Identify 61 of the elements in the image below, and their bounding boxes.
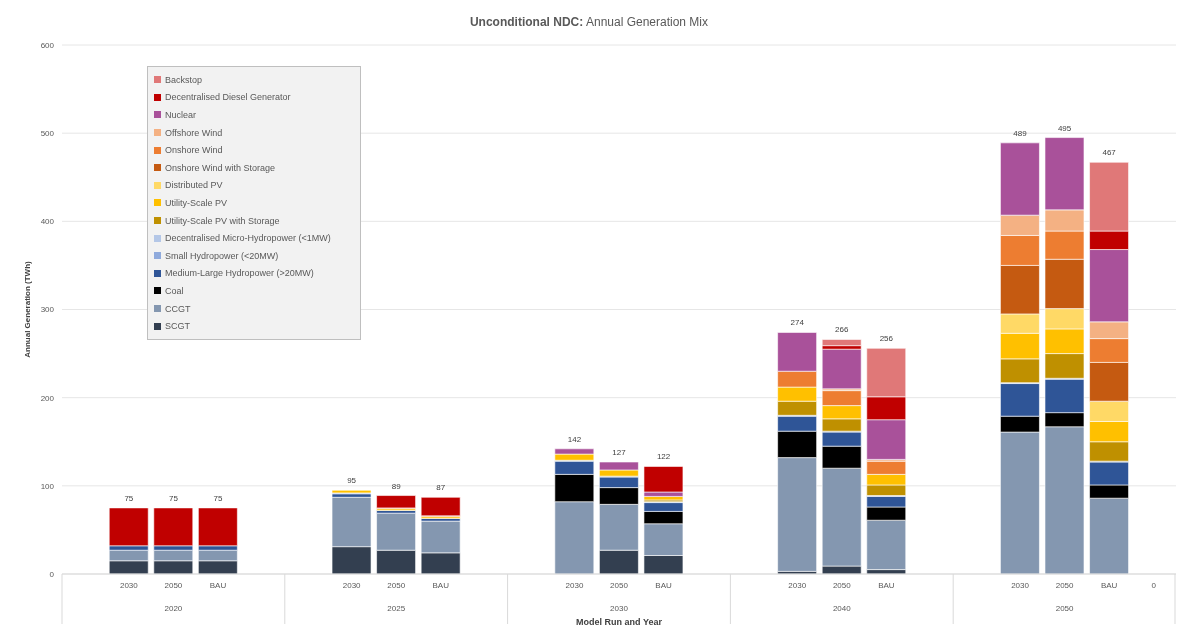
x-tick-label: 2030 (342, 580, 362, 590)
legend-label: Medium-Large Hydropower (>20MW) (165, 268, 314, 279)
legend-label: Coal (165, 285, 184, 296)
text: 2030 (610, 604, 629, 613)
total-label: 87 (436, 483, 446, 493)
x-axis-title: Model Run and Year (576, 617, 663, 627)
legend-label: Distributed PV (165, 180, 223, 191)
x-tick-label: 2030 (788, 580, 807, 590)
legend-label: Decentralised Micro-Hydropower (<1MW) (165, 233, 331, 244)
y-tick-label: 200 (40, 393, 55, 403)
x-tick-label: 2050 (387, 580, 406, 590)
x-tick-label: BAU (1100, 580, 1118, 590)
total-label: 266 (835, 325, 850, 335)
chart-title: Unconditional NDC: Annual Generation Mix (469, 15, 709, 29)
x-tick-label: 2050 (164, 580, 183, 590)
total-label: 95 (347, 476, 357, 486)
x-tick-label: 2050 (610, 580, 629, 590)
y-axis-title: Annual Generation (TWh) (23, 260, 32, 358)
y-tick-label: 100 (40, 481, 55, 491)
legend-label: Offshore Wind (165, 127, 223, 138)
y-tick-label: 600 (40, 40, 55, 50)
y-tick-label: 0 (49, 569, 55, 579)
total-label: 495 (1057, 123, 1072, 133)
x-tick-label: BAU (878, 580, 895, 590)
x-tick-label: 2050 (1055, 580, 1075, 590)
total-label: 467 (1102, 148, 1117, 158)
y-tick-label: 500 (40, 129, 55, 139)
total-label: 127 (612, 448, 627, 458)
x-tick-label: BAU (209, 580, 227, 590)
legend-label: Onshore Wind with Storage (165, 162, 276, 173)
legend-label: Utility-Scale PV (165, 197, 228, 208)
legend-label: SCGT (165, 321, 191, 332)
total-label: 489 (1013, 128, 1028, 138)
x-tick-label: 2050 (832, 580, 852, 590)
x-tick-label: 2030 (565, 580, 584, 590)
legend-label: Nuclear (165, 109, 197, 120)
text: 2050 (1055, 604, 1075, 613)
total-label: 75 (124, 493, 134, 503)
legend-label: Decentralised Diesel Generator (165, 92, 291, 103)
total-label: 75 (213, 493, 223, 503)
total-label: 75 (168, 493, 179, 503)
text: 2020 (164, 604, 183, 613)
legend-label: Utility-Scale PV with Storage (165, 215, 280, 226)
legend-label: Small Hydropower (<20MW) (165, 250, 279, 261)
text: 2025 (387, 604, 406, 613)
legend-label: Backstop (165, 74, 203, 85)
legend-label: Onshore Wind (165, 145, 223, 156)
x-tick-label: 2030 (119, 580, 139, 590)
total-label: 89 (391, 481, 402, 491)
x-tick-label: BAU (655, 580, 673, 590)
y-tick-label: 400 (40, 217, 55, 227)
x-tick-label: 0 (1151, 580, 1157, 590)
total-label: 256 (879, 334, 894, 344)
x-tick-label: 2030 (1011, 580, 1030, 590)
legend-label: CCGT (165, 303, 191, 314)
text: 2040 (832, 604, 852, 613)
total-label: 142 (567, 434, 582, 444)
total-label: 274 (790, 318, 805, 328)
total-label: 122 (656, 452, 671, 462)
y-tick-label: 300 (40, 305, 55, 315)
x-tick-label: BAU (432, 580, 450, 590)
